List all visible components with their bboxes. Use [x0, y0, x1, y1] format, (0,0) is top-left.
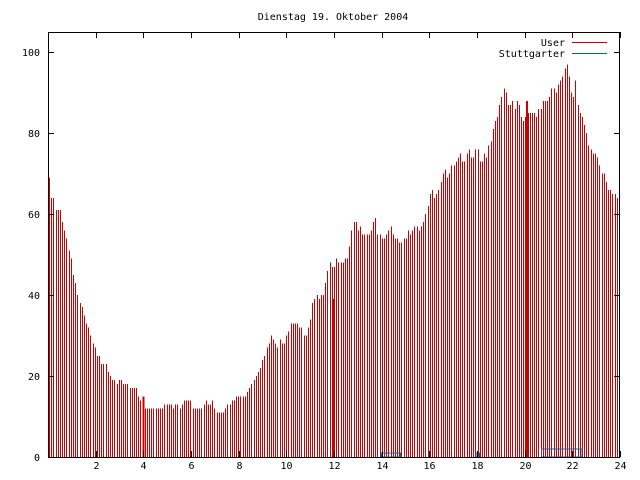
x-tick-label-18: 18 — [471, 461, 483, 472]
x-tick-label-14: 14 — [376, 461, 388, 472]
y-tick-label-60: 60 — [28, 210, 40, 221]
bars-layer — [49, 64, 620, 458]
legend-label-user: User — [541, 38, 565, 49]
legend: User Stuttgarter — [499, 38, 607, 60]
y-tick-label-100: 100 — [22, 48, 40, 59]
x-tick-label-8: 8 — [236, 461, 242, 472]
x-tick-label-10: 10 — [280, 461, 292, 472]
bar-user-spike-2 — [526, 100, 529, 458]
chart-title: Dienstag 19. Oktober 2004 — [258, 12, 409, 23]
x-tick-label-20: 20 — [519, 461, 531, 472]
bar-user-spike-0 — [142, 396, 145, 457]
x-tick-label-6: 6 — [188, 461, 194, 472]
bar-user-spike-1 — [333, 299, 335, 457]
y-tick-label-40: 40 — [28, 291, 40, 302]
y-tick-label-0: 0 — [34, 453, 40, 464]
x-tick-label-24: 24 — [614, 461, 626, 472]
legend-label-stuttgarter: Stuttgarter — [499, 49, 565, 60]
x-tick-label-16: 16 — [423, 461, 435, 472]
x-tick-label-22: 22 — [566, 461, 578, 472]
y-tick-label-20: 20 — [28, 372, 40, 383]
x-tick-label-4: 4 — [140, 461, 146, 472]
y-tick-label-80: 80 — [28, 129, 40, 140]
x-tick-label-2: 2 — [93, 461, 99, 472]
x-tick-label-12: 12 — [328, 461, 340, 472]
